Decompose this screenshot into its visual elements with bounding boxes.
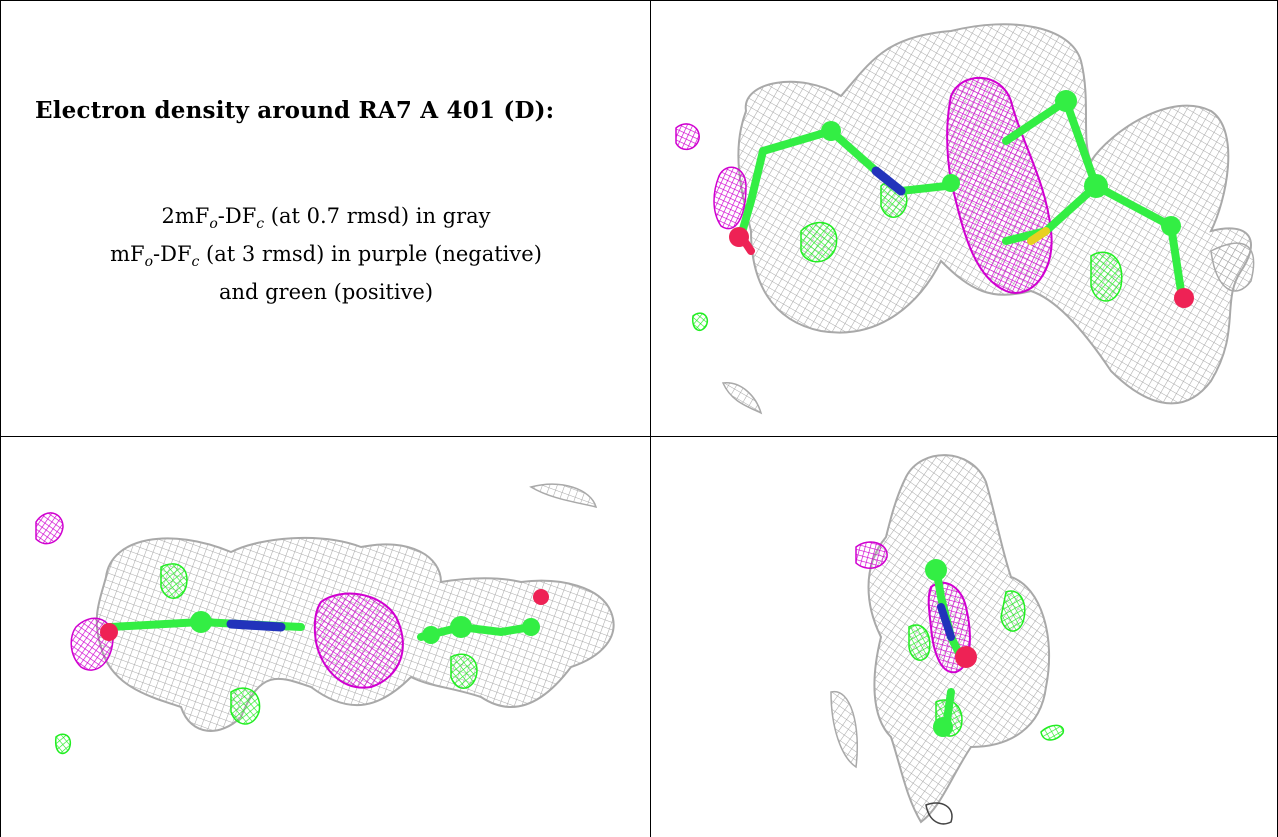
carbon-atom bbox=[925, 559, 947, 581]
table-border-middle bbox=[650, 0, 651, 837]
carbon-atom bbox=[1161, 216, 1181, 236]
oxygen-atom bbox=[100, 623, 118, 641]
positive-density-4 bbox=[692, 312, 708, 332]
carbon-atom bbox=[190, 611, 212, 633]
positive-density-2 bbox=[800, 221, 838, 263]
positive-density-4 bbox=[1040, 724, 1065, 741]
density-view-2 bbox=[1, 437, 650, 837]
table-border-top bbox=[0, 0, 1278, 1]
gray-density-fragment-2 bbox=[1210, 242, 1255, 292]
negative-density-blob bbox=[313, 592, 404, 689]
positive-density-1 bbox=[1000, 590, 1026, 632]
carbon-atom bbox=[522, 618, 540, 636]
table-border-row-divider bbox=[0, 436, 1278, 437]
description-line-3: and green (positive) bbox=[218, 280, 434, 305]
carbon-atom bbox=[933, 717, 953, 737]
carbon-atom bbox=[942, 174, 960, 192]
positive-density-3 bbox=[450, 653, 478, 689]
density-view-2-image bbox=[35, 483, 615, 755]
figure-title: Electron density around RA7 A 401 (D): bbox=[35, 97, 555, 124]
oxygen-atom bbox=[729, 227, 749, 247]
positive-density-1 bbox=[1090, 251, 1123, 302]
positive-density-2 bbox=[908, 624, 931, 661]
oxygen-atom bbox=[1174, 288, 1194, 308]
carbon-atom bbox=[450, 616, 472, 638]
positive-density-1 bbox=[230, 687, 261, 725]
oxygen-atom bbox=[955, 646, 977, 668]
negative-density-small-2 bbox=[675, 123, 700, 151]
description-line-2: mFo-DFc (at 3 rmsd) in purple (negative) bbox=[110, 242, 542, 271]
figure-description: 2mFo-DFc (at 0.7 rmsd) in gray mFo-DFc (… bbox=[1, 201, 650, 307]
density-view-1 bbox=[651, 1, 1277, 436]
carbon-atom bbox=[1084, 174, 1108, 198]
dark-density-fragment bbox=[925, 802, 953, 825]
density-view-3 bbox=[651, 437, 1277, 837]
oxygen-atom bbox=[533, 589, 549, 605]
carbon-atom bbox=[422, 626, 440, 644]
ligand-model bbox=[107, 617, 535, 641]
gray-density-fragment bbox=[830, 690, 859, 769]
table-border-left bbox=[0, 0, 1, 837]
negative-density-small-2 bbox=[35, 512, 64, 545]
gray-density-fragment bbox=[721, 382, 763, 415]
density-view-1-image bbox=[675, 23, 1255, 415]
caption-cell: Electron density around RA7 A 401 (D): 2… bbox=[1, 1, 650, 436]
carbon-atom bbox=[821, 121, 841, 141]
density-view-3-image bbox=[830, 454, 1065, 825]
negative-density-small-1 bbox=[855, 541, 888, 569]
carbon-atom bbox=[1055, 90, 1077, 112]
positive-density-4 bbox=[55, 733, 71, 755]
description-line-1: 2mFo-DFc (at 0.7 rmsd) in gray bbox=[161, 204, 491, 233]
positive-density-2 bbox=[160, 563, 188, 599]
negative-density-small-1 bbox=[713, 166, 747, 230]
gray-density-fragment bbox=[529, 483, 598, 509]
